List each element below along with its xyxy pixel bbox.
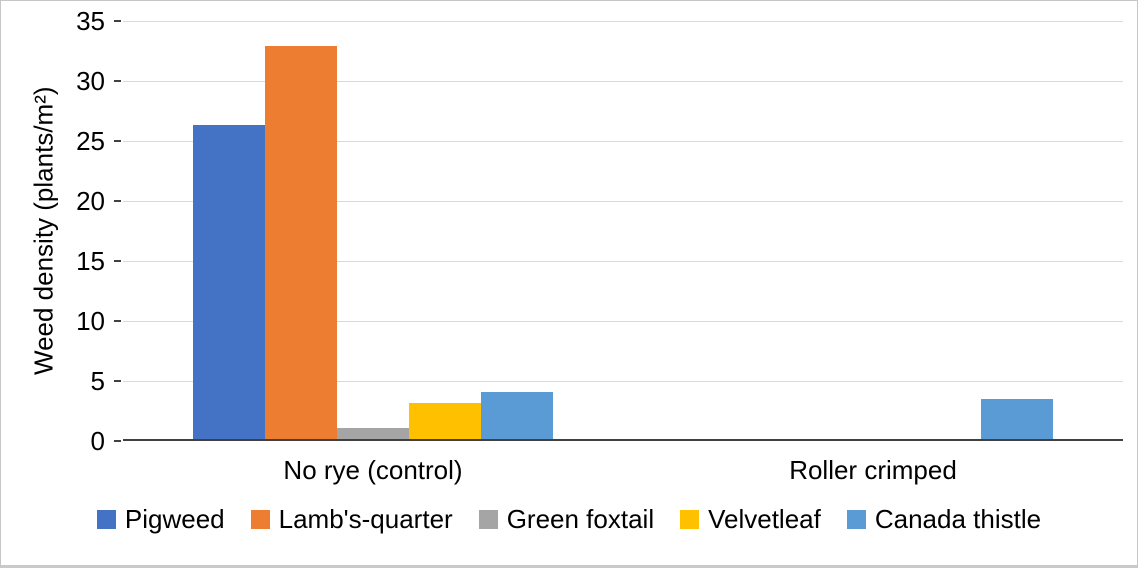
gridline <box>123 381 1123 382</box>
x-axis-line <box>123 439 1123 441</box>
gridline <box>123 141 1123 142</box>
bar <box>193 125 265 441</box>
y-axis-tick <box>114 200 121 202</box>
y-tick-label: 5 <box>90 366 105 396</box>
y-tick-label: 0 <box>90 426 105 456</box>
y-tick-label: 15 <box>76 246 105 276</box>
gridline <box>123 21 1123 22</box>
y-axis-tick <box>114 260 121 262</box>
legend-item: Lamb's-quarter <box>250 504 453 534</box>
y-axis-tick <box>114 80 121 82</box>
bar <box>337 427 409 441</box>
y-tick-label: 35 <box>76 6 105 36</box>
bar <box>481 391 553 441</box>
legend-swatch <box>250 509 270 529</box>
y-tick-label: 30 <box>76 66 105 96</box>
legend-swatch <box>96 509 116 529</box>
bar-group <box>623 21 1123 441</box>
bar-group <box>123 21 623 441</box>
gridline <box>123 201 1123 202</box>
y-axis-tick <box>114 320 121 322</box>
legend-item: Canada thistle <box>846 504 1042 534</box>
legend-item: Velvetleaf <box>680 504 821 534</box>
x-category-label: Roller crimped <box>789 455 957 485</box>
legend-item: Green foxtail <box>478 504 655 534</box>
y-tick-label: 10 <box>76 306 105 336</box>
bar <box>409 402 481 441</box>
gridline <box>123 81 1123 82</box>
y-axis-tick <box>114 380 121 382</box>
legend-label: Lamb's-quarter <box>278 504 453 534</box>
legend-swatch <box>680 509 700 529</box>
y-tick-label: 25 <box>76 126 105 156</box>
y-axis-tick <box>114 440 121 442</box>
y-axis-tick <box>114 140 121 142</box>
legend-label: Green foxtail <box>506 504 655 534</box>
legend-label: Pigweed <box>124 504 225 534</box>
y-axis-tick <box>114 20 121 22</box>
plot-area <box>123 21 1123 441</box>
legend-swatch <box>846 509 866 529</box>
legend-label: Canada thistle <box>874 504 1042 534</box>
bar <box>265 46 337 441</box>
legend-item: Pigweed <box>96 504 225 534</box>
legend-swatch <box>478 509 498 529</box>
y-tick-label: 20 <box>76 186 105 216</box>
bar <box>981 399 1053 441</box>
gridline <box>123 321 1123 322</box>
legend-label: Velvetleaf <box>708 504 821 534</box>
legend: Pigweed Lamb's-quarter Green foxtail Velvet… <box>1 504 1137 534</box>
gridline <box>123 261 1123 262</box>
x-category-label: No rye (control) <box>283 455 463 485</box>
